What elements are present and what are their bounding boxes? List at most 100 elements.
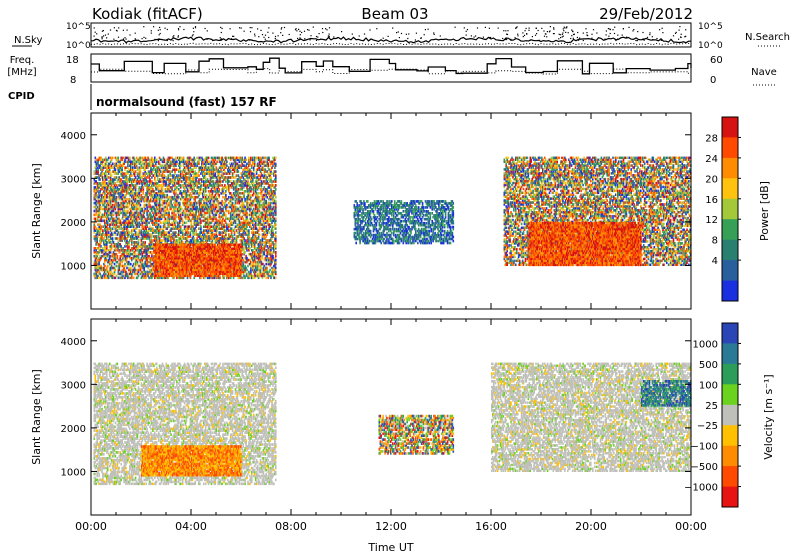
noise-point [116, 30, 117, 31]
noise-point [158, 40, 159, 41]
noise-point [685, 36, 686, 37]
noise-point [635, 40, 636, 41]
noise-point [591, 34, 592, 35]
heatmap-cell [112, 163, 114, 166]
noise-point [211, 39, 212, 40]
noise-point [376, 28, 377, 29]
noise-point [265, 35, 266, 36]
noise-point [529, 40, 530, 41]
noise-point [135, 33, 136, 34]
noise-point [103, 35, 104, 36]
noise-point [329, 36, 330, 37]
noise-point [369, 29, 370, 30]
noise-point [359, 35, 360, 36]
noise-point [416, 33, 417, 34]
noise-point [652, 36, 653, 37]
noise-point [399, 37, 400, 38]
noise-point [329, 27, 330, 28]
noise-point [281, 28, 282, 29]
heatmap-cell [95, 218, 97, 221]
noise-point [466, 31, 467, 32]
freq-label-1: Freq. [10, 55, 35, 66]
noise-point [193, 34, 194, 35]
noise-point [614, 33, 615, 34]
noise-point [440, 35, 441, 36]
noise-left-tick-top: 10^5 [66, 22, 91, 32]
noise-point [178, 35, 179, 36]
noise-point [662, 32, 663, 33]
noise-point [159, 27, 160, 28]
power-heatmap-cells [94, 157, 692, 280]
cpid-text: normalsound (fast) 157 RF [96, 95, 277, 109]
noise-point [510, 39, 511, 40]
noise-point [262, 34, 263, 35]
noise-point [183, 29, 184, 30]
noise-point [220, 27, 221, 28]
noise-point [522, 32, 523, 33]
heatmap-cell [104, 265, 106, 268]
noise-point [212, 40, 213, 41]
noise-point [532, 36, 533, 37]
noise-point [94, 27, 95, 28]
noise-point [192, 35, 193, 36]
noise-point [566, 27, 567, 28]
noise-point [455, 27, 456, 28]
heatmap-cell [102, 159, 104, 162]
noise-point [573, 34, 574, 35]
noise-point [606, 34, 607, 35]
noise-point [434, 34, 435, 35]
noise-point [586, 35, 587, 36]
noise-point [260, 30, 261, 31]
noise-point [608, 36, 609, 37]
noise-point [206, 39, 207, 40]
noise-point [558, 38, 559, 39]
noise-point [498, 28, 499, 29]
noise-point [113, 39, 114, 40]
noise-point [299, 31, 300, 32]
nave-step-line [91, 68, 691, 74]
noise-point [304, 31, 305, 32]
noise-point [526, 33, 527, 34]
noise-point [489, 37, 490, 38]
noise-point [102, 38, 103, 39]
noise-point [289, 34, 290, 35]
noise-point [172, 36, 173, 37]
noise-point [316, 36, 317, 37]
nsearch-label: N.Search [745, 32, 790, 43]
freq-label-2: [MHz] [7, 67, 36, 78]
noise-point [310, 39, 311, 40]
freq-tick-bottom: 8 [70, 75, 76, 86]
noise-point [466, 35, 467, 36]
heatmap-cell [108, 157, 110, 160]
noise-point [160, 29, 161, 30]
noise-point [254, 34, 255, 35]
noise-point [622, 35, 623, 36]
heatmap-cell [107, 265, 109, 268]
noise-point [263, 37, 264, 38]
noise-point [337, 37, 338, 38]
noise-point [537, 40, 538, 41]
noise-point [612, 29, 613, 30]
heatmap-cell [117, 255, 119, 258]
noise-point [659, 29, 660, 30]
noise-point [550, 26, 551, 27]
noise-point [167, 40, 168, 41]
noise-point [471, 35, 472, 36]
noise-point [129, 34, 130, 35]
heatmap-cell [108, 176, 110, 179]
noise-point [173, 40, 174, 41]
noise-point [560, 34, 561, 35]
noise-point [483, 37, 484, 38]
noise-point [637, 40, 638, 41]
noise-point [553, 27, 554, 28]
cpid-panel: CPID normalsound (fast) 157 RF [8, 84, 277, 110]
noise-point [322, 32, 323, 33]
noise-point [272, 33, 273, 34]
noise-point [632, 30, 633, 31]
noise-panel: N.Sky N.Search 10^5 10^0 10^5 10^0 [12, 22, 790, 51]
noise-point [637, 31, 638, 32]
noise-point [596, 32, 597, 33]
noise-point [649, 32, 650, 33]
noise-point [544, 36, 545, 37]
heatmap-cell [100, 245, 102, 248]
